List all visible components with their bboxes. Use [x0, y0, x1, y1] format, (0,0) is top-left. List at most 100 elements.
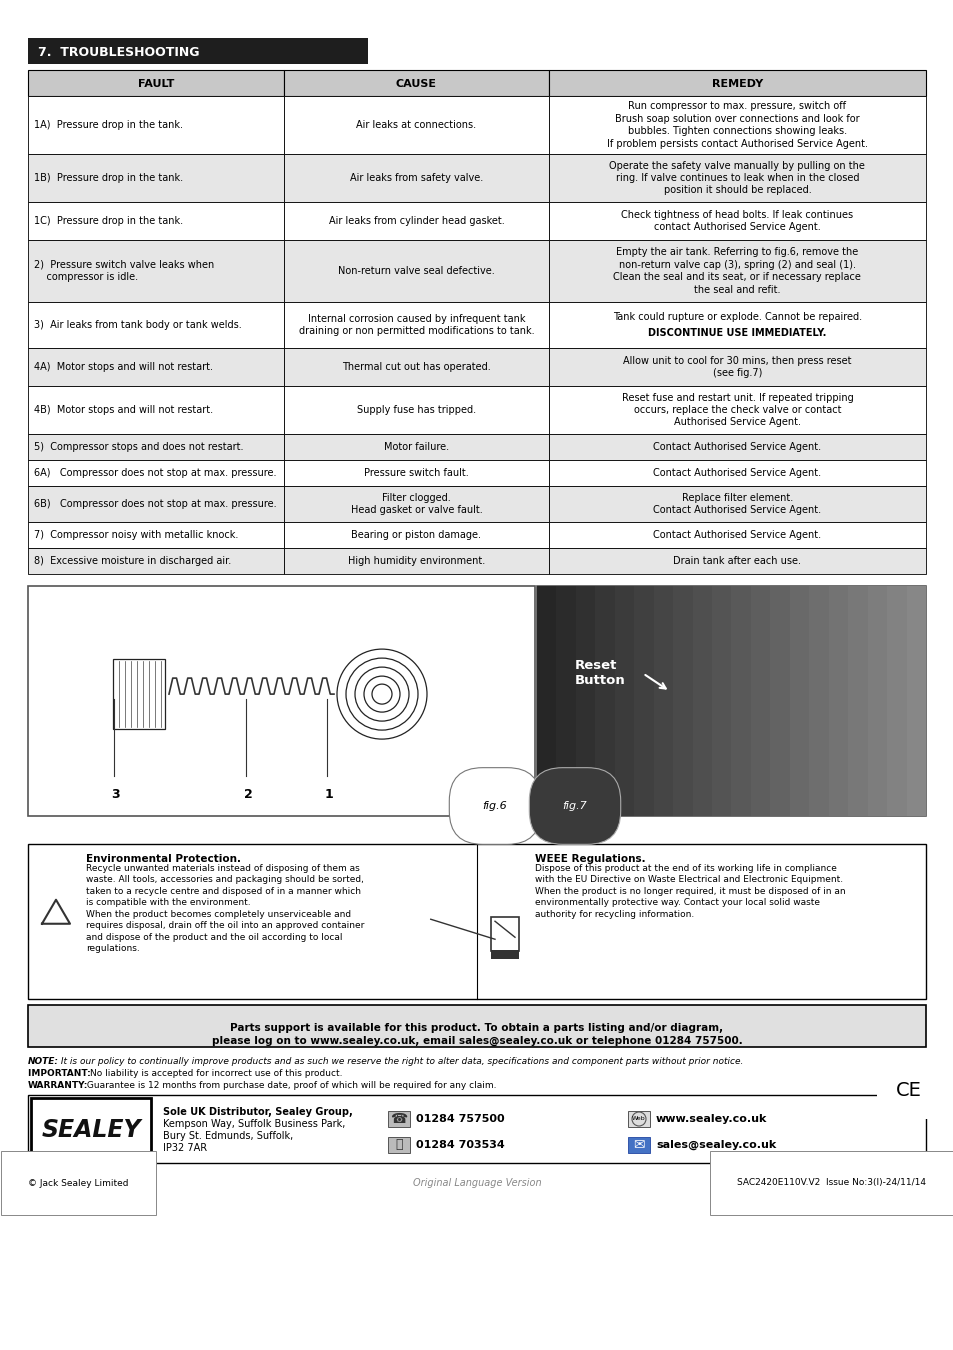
- Bar: [284, 96, 548, 154]
- Text: Allow unit to cool for 30 mins, then press reset
(see fig.7): Allow unit to cool for 30 mins, then pre…: [622, 356, 851, 378]
- Bar: [28, 386, 284, 433]
- Text: Contact Authorised Service Agent.: Contact Authorised Service Agent.: [653, 531, 821, 540]
- Text: Bearing or piston damage.: Bearing or piston damage.: [351, 531, 481, 540]
- Text: No liability is accepted for incorrect use of this product.: No liability is accepted for incorrect u…: [90, 1069, 342, 1079]
- Bar: [731, 586, 750, 815]
- Text: Reset
Button: Reset Button: [575, 659, 625, 687]
- Text: High humidity environment.: High humidity environment.: [348, 556, 484, 566]
- Text: 5)  Compressor stops and does not restart.: 5) Compressor stops and does not restart…: [34, 441, 243, 452]
- Bar: [548, 348, 925, 386]
- Text: SAC2420E110V.V2  Issue No:3(I)-24/11/14: SAC2420E110V.V2 Issue No:3(I)-24/11/14: [737, 1179, 925, 1188]
- Bar: [548, 522, 925, 548]
- Text: 1A)  Pressure drop in the tank.: 1A) Pressure drop in the tank.: [34, 120, 183, 130]
- Bar: [28, 70, 284, 96]
- Text: Recycle unwanted materials instead of disposing of them as
waste. All tools, acc: Recycle unwanted materials instead of di…: [86, 864, 364, 953]
- Bar: [537, 586, 925, 815]
- Bar: [284, 240, 548, 302]
- Bar: [112, 659, 165, 729]
- Bar: [491, 950, 518, 960]
- Text: WEEE Regulations.: WEEE Regulations.: [535, 855, 645, 864]
- Text: © Jack Sealey Limited: © Jack Sealey Limited: [28, 1179, 129, 1188]
- Bar: [491, 917, 518, 952]
- Text: Web: Web: [632, 1116, 645, 1122]
- Text: Non-return valve seal defective.: Non-return valve seal defective.: [337, 266, 495, 275]
- Bar: [28, 154, 284, 202]
- Text: It is our policy to continually improve products and as such we reserve the righ: It is our policy to continually improve …: [58, 1057, 742, 1066]
- Text: Parts support is available for this product. To obtain a parts listing and/or di: Parts support is available for this prod…: [231, 1023, 722, 1033]
- Bar: [548, 240, 925, 302]
- Bar: [548, 202, 925, 240]
- Bar: [750, 586, 770, 815]
- Bar: [284, 433, 548, 460]
- Text: Check tightness of head bolts. If leak continues
contact Authorised Service Agen: Check tightness of head bolts. If leak c…: [620, 209, 853, 232]
- Bar: [28, 548, 284, 574]
- Bar: [789, 586, 808, 815]
- Text: FAULT: FAULT: [137, 80, 174, 89]
- Text: Kempson Way, Suffolk Business Park,: Kempson Way, Suffolk Business Park,: [163, 1119, 345, 1129]
- Bar: [284, 522, 548, 548]
- Text: Drain tank after each use.: Drain tank after each use.: [673, 556, 801, 566]
- Bar: [28, 586, 535, 815]
- Text: 8)  Excessive moisture in discharged air.: 8) Excessive moisture in discharged air.: [34, 556, 231, 566]
- Text: 4B)  Motor stops and will not restart.: 4B) Motor stops and will not restart.: [34, 405, 213, 414]
- Bar: [808, 586, 828, 815]
- Bar: [284, 302, 548, 348]
- Bar: [548, 386, 925, 433]
- Text: please log on to www.sealey.co.uk, email sales@sealey.co.uk or telephone 01284 7: please log on to www.sealey.co.uk, email…: [212, 1035, 741, 1046]
- Bar: [627, 1111, 649, 1127]
- Bar: [28, 302, 284, 348]
- Bar: [28, 240, 284, 302]
- Bar: [537, 586, 556, 815]
- Bar: [28, 96, 284, 154]
- Text: 1: 1: [324, 788, 333, 802]
- Text: WARRANTY:: WARRANTY:: [28, 1081, 89, 1089]
- Text: Tank could rupture or explode. Cannot be repaired.: Tank could rupture or explode. Cannot be…: [612, 312, 862, 323]
- Bar: [284, 386, 548, 433]
- Text: IP32 7AR: IP32 7AR: [163, 1143, 207, 1153]
- Bar: [28, 486, 284, 522]
- Bar: [548, 302, 925, 348]
- Text: 2)  Pressure switch valve leaks when
    compressor is idle.: 2) Pressure switch valve leaks when comp…: [34, 259, 214, 282]
- Text: Filter clogged.
Head gasket or valve fault.: Filter clogged. Head gasket or valve fau…: [350, 493, 482, 516]
- Text: ✉: ✉: [633, 1138, 644, 1152]
- Text: 1B)  Pressure drop in the tank.: 1B) Pressure drop in the tank.: [34, 173, 183, 184]
- Bar: [548, 433, 925, 460]
- Text: 01284 757500: 01284 757500: [416, 1114, 504, 1125]
- Text: Environmental Protection.: Environmental Protection.: [86, 855, 241, 864]
- Text: 6B)   Compressor does not stop at max. pressure.: 6B) Compressor does not stop at max. pre…: [34, 500, 276, 509]
- Text: SEALEY: SEALEY: [41, 1118, 141, 1142]
- Bar: [28, 1095, 925, 1162]
- Text: 🖷: 🖷: [395, 1138, 402, 1152]
- Text: Guarantee is 12 months from purchase date, proof of which will be required for a: Guarantee is 12 months from purchase dat…: [84, 1081, 496, 1089]
- Text: DISCONTINUE USE IMMEDIATELY.: DISCONTINUE USE IMMEDIATELY.: [647, 328, 825, 338]
- Text: 01284 703534: 01284 703534: [416, 1139, 504, 1150]
- Text: Motor failure.: Motor failure.: [383, 441, 449, 452]
- Bar: [614, 586, 634, 815]
- Bar: [653, 586, 673, 815]
- Text: fig.7: fig.7: [562, 801, 587, 811]
- Text: REMEDY: REMEDY: [711, 80, 762, 89]
- Bar: [284, 486, 548, 522]
- Text: CAUSE: CAUSE: [395, 80, 436, 89]
- Bar: [28, 1004, 925, 1048]
- Text: 2: 2: [243, 788, 253, 802]
- Text: www.sealey.co.uk: www.sealey.co.uk: [656, 1114, 766, 1125]
- Text: Bury St. Edmunds, Suffolk,: Bury St. Edmunds, Suffolk,: [163, 1131, 293, 1141]
- Bar: [388, 1137, 410, 1153]
- Text: 7.  TROUBLESHOOTING: 7. TROUBLESHOOTING: [38, 46, 199, 58]
- Bar: [284, 154, 548, 202]
- Bar: [548, 548, 925, 574]
- Text: Pressure switch fault.: Pressure switch fault.: [364, 468, 468, 478]
- Text: Replace filter element.
Contact Authorised Service Agent.: Replace filter element. Contact Authoris…: [653, 493, 821, 516]
- Bar: [711, 586, 731, 815]
- Bar: [284, 548, 548, 574]
- Text: 3)  Air leaks from tank body or tank welds.: 3) Air leaks from tank body or tank weld…: [34, 320, 241, 329]
- Bar: [673, 586, 692, 815]
- Bar: [28, 348, 284, 386]
- Text: Thermal cut out has operated.: Thermal cut out has operated.: [342, 362, 490, 373]
- Bar: [28, 202, 284, 240]
- Text: sales@sealey.co.uk: sales@sealey.co.uk: [656, 1139, 776, 1150]
- Text: 1C)  Pressure drop in the tank.: 1C) Pressure drop in the tank.: [34, 216, 183, 225]
- Bar: [284, 202, 548, 240]
- Text: 3: 3: [112, 788, 120, 802]
